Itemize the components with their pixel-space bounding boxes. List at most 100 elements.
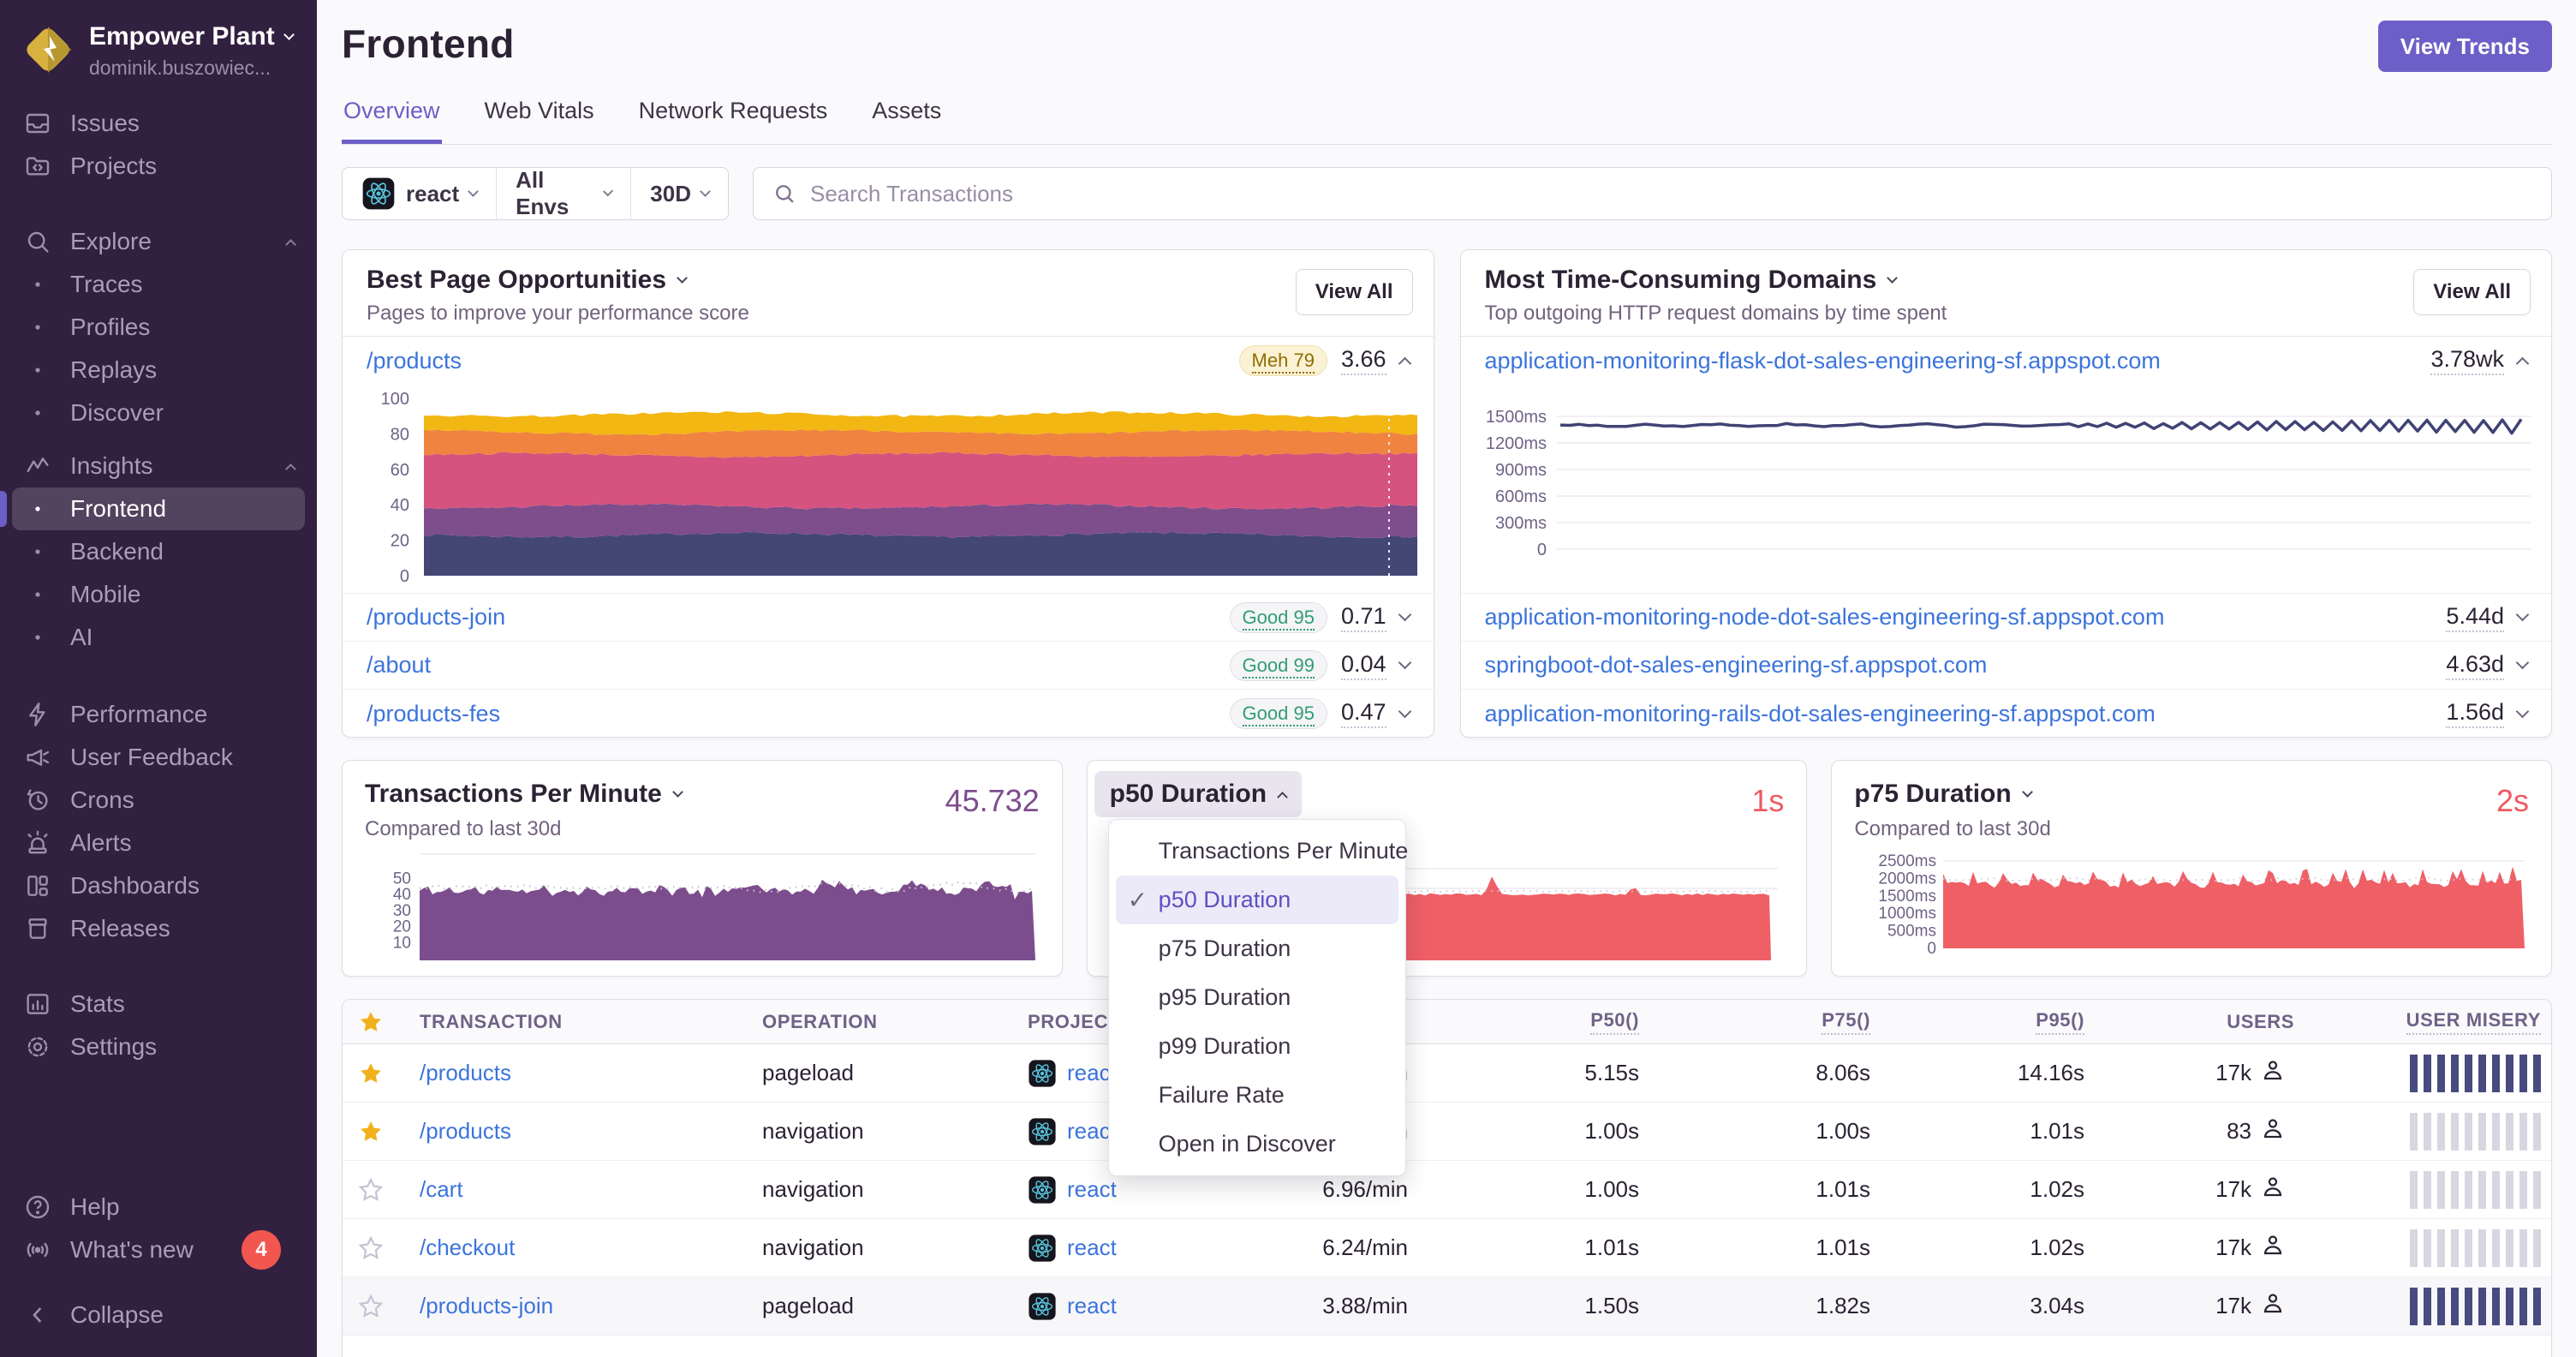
chevron-up-icon[interactable] [1398, 356, 1411, 370]
chevron-down-icon[interactable] [1398, 704, 1411, 718]
sidebar-item-explore[interactable]: Explore [12, 220, 305, 263]
page-link[interactable]: /products-join [367, 604, 506, 630]
project-chip[interactable]: react [1028, 1234, 1117, 1263]
column-header-p95[interactable]: P95() [1881, 1009, 2095, 1035]
project-chip[interactable]: react [1028, 1292, 1117, 1321]
date-range-filter[interactable]: 30D [630, 168, 728, 219]
domains-view-all-button[interactable]: View All [2413, 269, 2531, 315]
domain-row[interactable]: springboot-dot-sales-engineering-sf.apps… [1460, 642, 2551, 690]
column-header-transaction[interactable]: TRANSACTION [399, 1011, 742, 1033]
sidebar-item-issues[interactable]: Issues [12, 102, 305, 145]
best-pages-view-all-button[interactable]: View All [1295, 269, 1413, 315]
sidebar-collapse-button[interactable]: Collapse [12, 1294, 305, 1336]
sidebar-item-help[interactable]: Help [12, 1186, 305, 1228]
page-link[interactable]: /products-fes [367, 700, 501, 726]
p75-title[interactable]: p75 Duration [1854, 780, 2529, 809]
sidebar-item-user-feedback[interactable]: User Feedback [12, 736, 305, 779]
star-filled-icon[interactable] [343, 1119, 399, 1145]
org-switcher[interactable]: Empower Plant dominik.buszowiec... [0, 0, 317, 92]
favorite-column-header[interactable] [343, 1009, 399, 1035]
menu-item-p50-duration[interactable]: ✓ p50 Duration [1115, 876, 1398, 924]
tpm-title[interactable]: Transactions Per Minute [365, 780, 1040, 809]
page-opportunity-row[interactable]: /products-join Good 95 0.71 [343, 594, 1434, 642]
tab-web-vitals[interactable]: Web Vitals [484, 98, 594, 123]
domain-row[interactable]: application-monitoring-node-dot-sales-en… [1460, 594, 2551, 642]
project-chip[interactable]: react [1028, 1175, 1117, 1205]
sidebar-item-alerts[interactable]: Alerts [12, 822, 305, 864]
transaction-link[interactable]: /products [420, 1118, 511, 1144]
page-link[interactable]: /about [367, 652, 432, 678]
tab-network-requests[interactable]: Network Requests [638, 98, 828, 123]
search-input[interactable] [810, 180, 2532, 207]
sidebar-item-profiles[interactable]: Profiles [12, 306, 305, 349]
view-trends-button[interactable]: View Trends [2377, 21, 2552, 72]
project-chip[interactable]: react [1028, 1059, 1117, 1088]
transaction-link[interactable]: /products [420, 1060, 511, 1085]
domain-row[interactable]: application-monitoring-flask-dot-sales-e… [1461, 337, 2552, 385]
table-row[interactable]: /checkout navigation react 6.24/min 1.01s 1.0… [343, 1219, 2551, 1277]
sidebar-item-releases[interactable]: Releases [12, 907, 305, 950]
domain-link[interactable]: application-monitoring-node-dot-sales-en… [1484, 604, 2165, 630]
column-header-operation[interactable]: OPERATION [742, 1011, 1007, 1033]
domain-link[interactable]: application-monitoring-flask-dot-sales-e… [1484, 347, 2161, 374]
sidebar-item-discover[interactable]: Discover [12, 392, 305, 434]
sidebar-item-settings[interactable]: Settings [12, 1025, 305, 1068]
tab-overview[interactable]: Overview [342, 98, 442, 144]
menu-item-failure-rate[interactable]: Failure Rate [1109, 1071, 1405, 1120]
chevron-down-icon[interactable] [1398, 655, 1411, 670]
column-header-p50[interactable]: P50() [1418, 1009, 1649, 1035]
domains-title[interactable]: Most Time-Consuming Domains [1485, 266, 2528, 295]
page-opportunity-row[interactable]: /products-fes Good 95 0.47 [343, 690, 1434, 737]
table-row[interactable]: /productspageloadreactin5.15s8.06s14.16s… [343, 1044, 2551, 1103]
menu-item-p75-duration[interactable]: p75 Duration [1109, 924, 1405, 973]
page-link[interactable]: /products [367, 347, 462, 374]
table-row[interactable]: /cart navigation react 6.96/min 1.00s 1.01s 1.… [343, 1161, 2551, 1219]
star-outline-icon[interactable] [343, 1294, 399, 1319]
chevron-down-icon[interactable] [1398, 607, 1411, 622]
sidebar-item-ai[interactable]: AI [12, 616, 305, 659]
menu-item-transactions-per-minute[interactable]: Transactions Per Minute [1109, 827, 1409, 876]
sidebar-item-frontend[interactable]: Frontend [0, 487, 305, 530]
chevron-down-icon[interactable] [2515, 704, 2530, 718]
page-opportunity-row[interactable]: /about Good 99 0.04 [343, 642, 1434, 690]
menu-item-p99-duration[interactable]: p99 Duration [1109, 1022, 1405, 1071]
table-row[interactable]: /productsnavigationreactin1.00s1.00s1.01… [343, 1103, 2551, 1161]
project-chip[interactable]: react [1028, 1117, 1117, 1146]
sidebar-item-insights[interactable]: Insights [12, 445, 305, 487]
star-outline-icon[interactable] [343, 1235, 399, 1261]
transaction-link[interactable]: /cart [420, 1176, 463, 1202]
page-opportunity-row[interactable]: /products Meh 79 3.66 [343, 337, 1434, 385]
project-filter[interactable]: react [343, 168, 496, 219]
column-header-user-misery[interactable]: USER MISERY [2305, 1009, 2551, 1035]
sidebar-item-traces[interactable]: Traces [12, 263, 305, 306]
column-header-project[interactable]: PROJECT [1007, 1011, 1264, 1033]
sidebar-item-performance[interactable]: Performance [12, 693, 305, 736]
column-header-p75[interactable]: P75() [1649, 1009, 1881, 1035]
sidebar-item-crons[interactable]: Crons [12, 779, 305, 822]
sidebar-item-projects[interactable]: Projects [12, 145, 305, 188]
star-outline-icon[interactable] [343, 1177, 399, 1203]
chevron-up-icon[interactable] [2515, 356, 2530, 370]
sidebar-item-dashboards[interactable]: Dashboards [12, 864, 305, 907]
environment-filter[interactable]: All Envs [496, 167, 630, 219]
menu-item-p95-duration[interactable]: p95 Duration [1109, 973, 1405, 1022]
domain-link[interactable]: application-monitoring-rails-dot-sales-e… [1484, 700, 2156, 726]
domain-link[interactable]: springboot-dot-sales-engineering-sf.apps… [1484, 652, 1988, 678]
star-filled-icon[interactable] [343, 1061, 399, 1086]
chevron-down-icon[interactable] [2515, 607, 2530, 622]
table-row[interactable]: /products-join pageload react 3.88/min 1.50s… [343, 1277, 2551, 1336]
domain-row[interactable]: application-monitoring-rails-dot-sales-e… [1461, 690, 2552, 737]
transaction-link[interactable]: /products-join [420, 1293, 554, 1318]
sidebar-item-backend[interactable]: Backend [12, 530, 305, 573]
transaction-link[interactable]: /checkout [420, 1234, 516, 1260]
best-pages-title[interactable]: Best Page Opportunities [367, 266, 1410, 295]
tab-assets[interactable]: Assets [872, 98, 942, 123]
sidebar-item-stats[interactable]: Stats [12, 983, 305, 1025]
chevron-down-icon[interactable] [2515, 655, 2530, 670]
column-header-users[interactable]: USERS [2095, 1011, 2305, 1033]
sidebar-item-replays[interactable]: Replays [12, 349, 305, 392]
sidebar-item-mobile[interactable]: Mobile [12, 573, 305, 616]
metric-selector-button[interactable]: p50 Duration [1094, 771, 1303, 817]
menu-item-open-in-discover[interactable]: Open in Discover [1109, 1120, 1405, 1169]
sidebar-item-whats-new[interactable]: What's new 4 [12, 1228, 305, 1271]
